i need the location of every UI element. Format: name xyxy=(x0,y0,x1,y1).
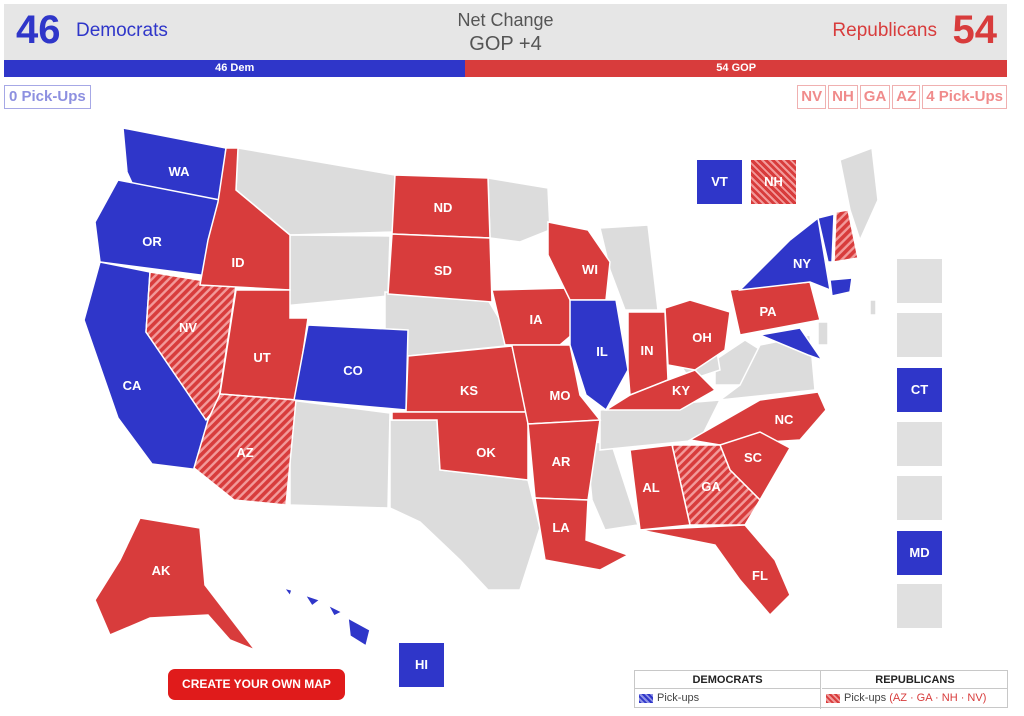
box-blank-2 xyxy=(897,313,942,357)
rep-pickup-state[interactable]: AZ xyxy=(892,85,921,109)
state-la[interactable] xyxy=(534,497,630,571)
legend-dem-row: Pick-ups xyxy=(635,689,820,707)
label-ca: CA xyxy=(123,378,142,393)
create-your-own-map-button[interactable]: CREATE YOUR OWN MAP xyxy=(168,669,345,700)
box-ct[interactable]: CT xyxy=(897,368,942,412)
box-ct-label: CT xyxy=(910,382,929,397)
label-ia: IA xyxy=(530,312,544,327)
seat-balance-bar: 46 Dem 54 GOP xyxy=(4,60,1007,77)
state-ct[interactable] xyxy=(829,277,853,297)
rep-pickups-total: 4 Pick-Ups xyxy=(922,85,1007,109)
label-ny: NY xyxy=(793,256,811,271)
rep-pickup-state[interactable]: GA xyxy=(859,85,891,109)
box-vt-label: VT xyxy=(711,174,728,189)
label-al: AL xyxy=(642,480,659,495)
net-change-title: Net Change xyxy=(457,10,554,30)
legend-rep-col: REPUBLICANS Pick-ups (AZ · GA · NH · NV) xyxy=(822,671,1008,709)
box-blank-4 xyxy=(897,476,942,520)
label-la: LA xyxy=(552,520,570,535)
rep-label: Republicans xyxy=(832,20,937,41)
state-ny[interactable] xyxy=(737,216,831,292)
legend-rep-row: Pick-ups (AZ · GA · NH · NV) xyxy=(822,689,1008,707)
rep-seat-count: 54 xyxy=(952,8,998,52)
label-ok: OK xyxy=(476,445,496,460)
box-blank-3 xyxy=(897,422,942,466)
box-blank-1 xyxy=(897,259,942,303)
label-nc: NC xyxy=(775,412,794,427)
label-ga: GA xyxy=(701,479,721,494)
box-md[interactable]: MD xyxy=(897,531,942,575)
dem-bar-segment: 46 Dem xyxy=(4,60,466,77)
box-nh-label: NH xyxy=(764,174,783,189)
rep-bar-segment: 54 GOP xyxy=(465,60,1007,77)
label-or: OR xyxy=(142,234,162,249)
rep-pickups-badges: NV NH GA AZ 4 Pick-Ups xyxy=(795,85,1007,109)
label-ut: UT xyxy=(253,350,270,365)
dem-pickup-swatch xyxy=(639,693,653,703)
label-il: IL xyxy=(596,344,608,359)
label-fl: FL xyxy=(752,568,768,583)
legend-dem-row-label: Pick-ups xyxy=(657,692,700,704)
label-id: ID xyxy=(232,255,245,270)
us-senate-map: WA OR CA NV ID UT AZ CO ND SD KS OK IA M… xyxy=(83,127,879,652)
label-pa: PA xyxy=(759,304,777,319)
box-nh[interactable]: NH xyxy=(751,160,796,204)
state-ks[interactable] xyxy=(405,345,529,413)
state-labels: WA OR CA NV ID UT AZ CO ND SD KS OK IA M… xyxy=(123,164,812,583)
label-nd: ND xyxy=(434,200,453,215)
map-legend: DEMOCRATS Pick-ups REPUBLICANS Pick-ups … xyxy=(634,670,1008,709)
legend-rep-states: (AZ · GA · NH · NV) xyxy=(889,692,987,704)
box-vt[interactable]: VT xyxy=(697,160,742,204)
state-oh[interactable] xyxy=(664,299,731,371)
state-al[interactable] xyxy=(629,444,691,531)
label-sd: SD xyxy=(434,263,452,278)
label-ky: KY xyxy=(672,383,690,398)
label-sc: SC xyxy=(744,450,763,465)
label-oh: OH xyxy=(692,330,712,345)
legend-dem-col: DEMOCRATS Pick-ups xyxy=(635,671,821,709)
states-layer xyxy=(83,127,859,652)
label-wa: WA xyxy=(169,164,191,179)
state-ut[interactable] xyxy=(219,289,309,401)
legend-rep-row-label: Pick-ups xyxy=(844,692,887,704)
rep-pickup-state[interactable]: NV xyxy=(797,85,827,109)
box-md-label: MD xyxy=(909,545,930,560)
state-hi[interactable] xyxy=(282,586,371,648)
label-mo: MO xyxy=(550,388,571,403)
state-ak[interactable] xyxy=(94,517,258,652)
state-fl[interactable] xyxy=(639,524,791,617)
results-header: 46 Democrats Net Change GOP +4 Republica… xyxy=(4,4,1007,60)
label-az: AZ xyxy=(236,445,253,460)
dem-label: Democrats xyxy=(76,20,168,41)
state-nh[interactable] xyxy=(833,209,859,263)
state-vt[interactable] xyxy=(817,213,835,263)
label-ks: KS xyxy=(460,383,478,398)
label-nv: NV xyxy=(179,320,197,335)
dem-seat-count: 46 xyxy=(16,8,61,52)
rep-pickup-state[interactable]: NH xyxy=(828,85,858,109)
label-ak: AK xyxy=(152,563,171,578)
label-co: CO xyxy=(343,363,363,378)
box-blank-5 xyxy=(897,584,942,628)
label-wi: WI xyxy=(582,262,598,277)
net-change-value: GOP +4 xyxy=(469,33,542,55)
rep-pickup-swatch xyxy=(826,693,840,703)
box-hi[interactable]: HI xyxy=(399,643,444,687)
label-in: IN xyxy=(641,343,654,358)
legend-rep-header: REPUBLICANS xyxy=(822,671,1008,689)
dem-pickups-badge: 0 Pick-Ups xyxy=(4,85,91,109)
label-ar: AR xyxy=(552,454,571,469)
state-ky[interactable] xyxy=(603,369,717,411)
state-md[interactable] xyxy=(757,327,824,362)
state-sd[interactable] xyxy=(387,233,493,303)
legend-dem-header: DEMOCRATS xyxy=(635,671,820,689)
box-hi-label: HI xyxy=(415,657,428,672)
state-or[interactable] xyxy=(94,179,221,277)
